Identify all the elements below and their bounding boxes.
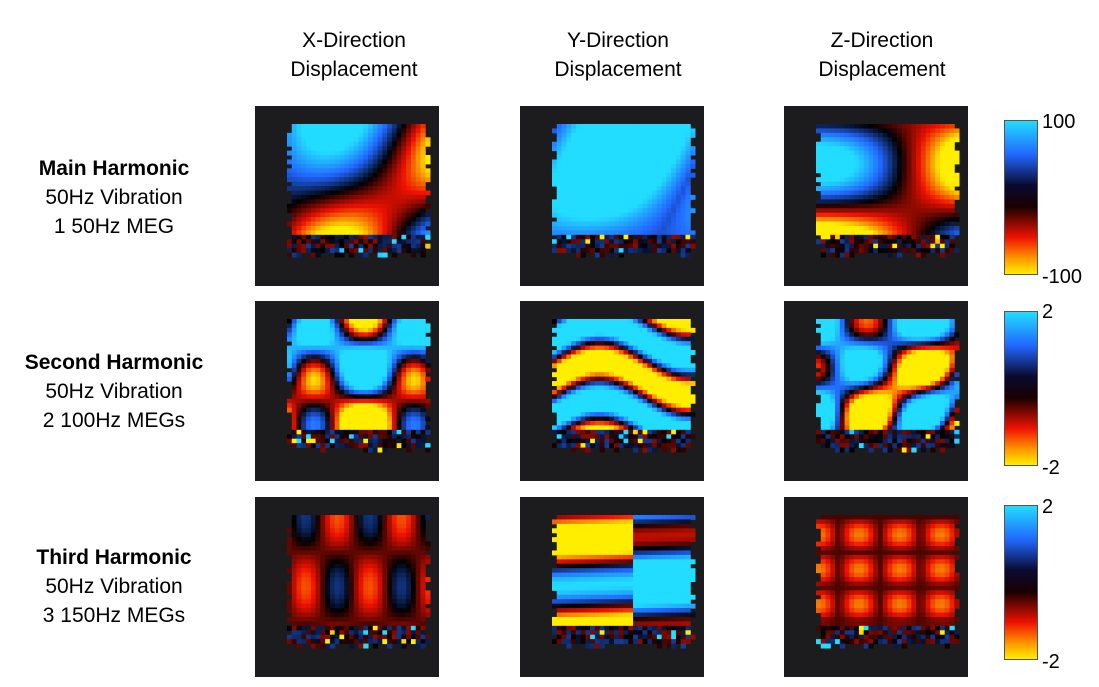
heatmap-render (552, 515, 696, 649)
column-header-y: Y-Direction Displacement (508, 26, 728, 84)
row-subtitle: 50Hz Vibration (45, 186, 183, 209)
colorbar-third-harmonic (1004, 505, 1038, 660)
column-header-y-line2: Displacement (554, 58, 682, 81)
heatmap-render (816, 515, 960, 649)
row-subtitle: 50Hz Vibration (45, 380, 183, 403)
row-label-main-harmonic: Main Harmonic 50Hz Vibration 1 50Hz MEG (0, 154, 228, 241)
map-main-z (784, 106, 968, 286)
map-second-x (255, 301, 439, 481)
colorbar-max-label: 2 (1042, 301, 1054, 323)
colorbar-max-label: 100 (1042, 111, 1076, 133)
colorbar-min-label: -2 (1042, 651, 1060, 673)
map-main-x (255, 106, 439, 286)
map-second-z (784, 301, 968, 481)
row-subtitle: 50Hz Vibration (45, 575, 183, 598)
column-header-y-line1: Y-Direction (567, 29, 669, 52)
colorbar-min-label: -100 (1042, 266, 1083, 288)
column-header-z: Z-Direction Displacement (772, 26, 992, 84)
heatmap-render (816, 319, 960, 453)
row-title: Third Harmonic (36, 546, 192, 569)
map-third-z (784, 497, 968, 677)
heatmap-render (552, 124, 696, 258)
colorbar-min-label: -2 (1042, 457, 1060, 479)
map-third-x (255, 497, 439, 677)
heatmap-render (287, 319, 431, 453)
row-detail: 1 50Hz MEG (53, 215, 175, 238)
colorbar-second-harmonic (1004, 311, 1038, 466)
colorbar-max-label: 2 (1042, 496, 1054, 518)
heatmap-render (552, 319, 696, 453)
column-header-x-line2: Displacement (290, 58, 418, 81)
heatmap-render (287, 515, 431, 649)
row-label-second-harmonic: Second Harmonic 50Hz Vibration 2 100Hz M… (0, 348, 228, 435)
row-title: Main Harmonic (38, 157, 190, 180)
column-header-x: X-Direction Displacement (244, 26, 464, 84)
map-second-y (520, 301, 704, 481)
row-title: Second Harmonic (24, 351, 204, 374)
column-header-x-line1: X-Direction (302, 29, 406, 52)
map-main-y (520, 106, 704, 286)
heatmap-render (816, 124, 960, 258)
row-label-third-harmonic: Third Harmonic 50Hz Vibration 3 150Hz ME… (0, 543, 228, 630)
colorbar-main-harmonic (1004, 120, 1038, 275)
column-header-z-line1: Z-Direction (830, 29, 934, 52)
map-third-y (520, 497, 704, 677)
row-detail: 2 100Hz MEGs (42, 409, 186, 432)
column-header-z-line2: Displacement (818, 58, 946, 81)
heatmap-render (287, 124, 431, 258)
row-detail: 3 150Hz MEGs (42, 604, 186, 627)
